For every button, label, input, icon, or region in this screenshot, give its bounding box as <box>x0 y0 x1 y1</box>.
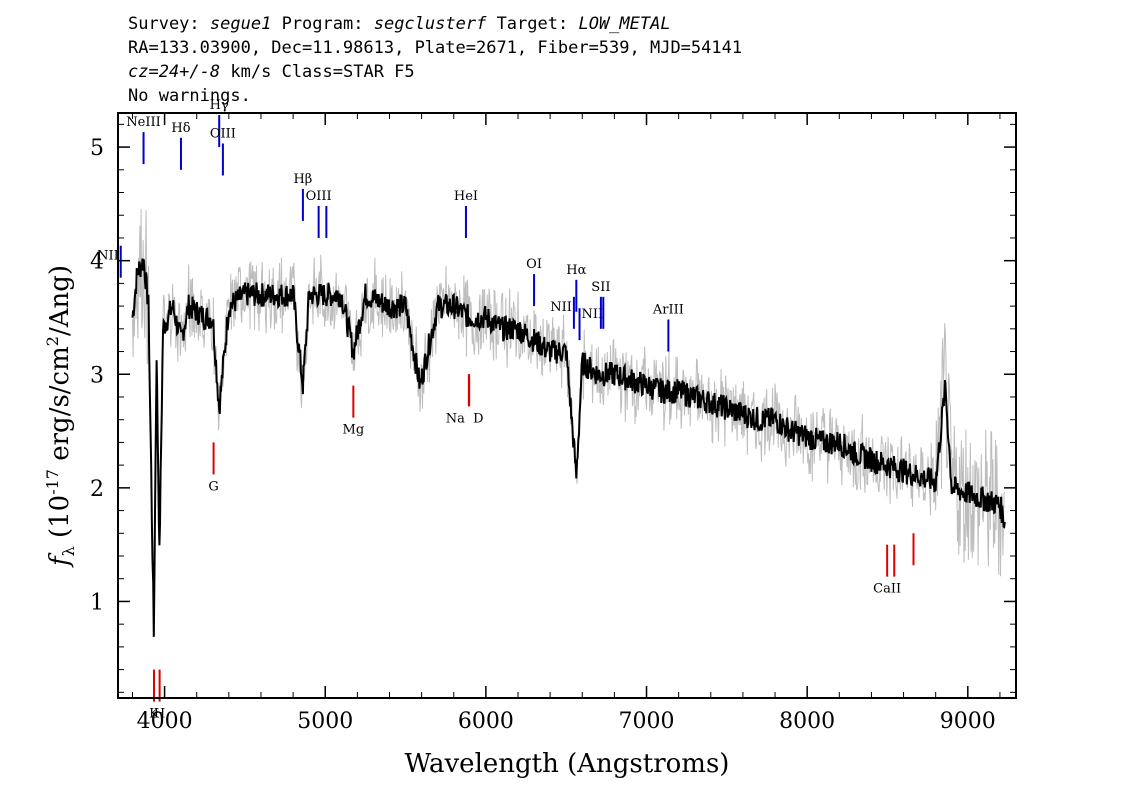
program-label: Program: <box>281 14 364 34</box>
y-tick-label: 5 <box>90 136 104 161</box>
y-tick-label: 1 <box>90 590 104 615</box>
y-tick-label: 2 <box>90 477 104 502</box>
emission-line-label: NeIII <box>126 115 160 130</box>
emission-line-label: OI <box>526 257 542 272</box>
absorption-line-label: K <box>149 707 159 722</box>
header-line-1: Survey: segue1 Program: segclusterf Targ… <box>128 14 671 34</box>
program-value: segclusterf <box>373 14 487 34</box>
spectrum-line-group <box>131 258 1006 637</box>
emission-line-label: Hα <box>566 263 586 278</box>
warnings-text: No warnings. <box>128 86 251 106</box>
x-tick-label: 6000 <box>458 709 514 734</box>
emission-line-label: HeI <box>454 189 478 204</box>
absorption-line-label: H <box>154 707 165 722</box>
y-axis-title: fλ (10-17 erg/s/cm2/Ang) <box>43 265 78 568</box>
emission-line-label: Hβ <box>293 172 312 187</box>
x-tick-label: 7000 <box>619 709 675 734</box>
plot-frame <box>117 112 1017 699</box>
header-line-4: No warnings. <box>128 86 251 106</box>
axis-ticks: 4000 5000 6000 7000 8000 9000 1 2 3 4 5 <box>90 113 1016 734</box>
coords-text: RA=133.03900, Dec=11.98613, Plate=2671, … <box>128 38 743 58</box>
survey-value: segue1 <box>209 14 272 34</box>
y-tick-label: 4 <box>90 250 104 275</box>
emission-line-label: OIII <box>210 126 236 141</box>
x-tick-label: 5000 <box>297 709 353 734</box>
emission-line-label: NII <box>582 307 604 322</box>
emission-line-label: SII <box>591 280 610 295</box>
absorption-line-label: D <box>473 411 483 426</box>
emission-line-label: NII <box>550 300 572 315</box>
y-tick-label: 3 <box>90 363 104 388</box>
x-tick-label: 4000 <box>137 709 193 734</box>
cz-value: cz=24+/-8 <box>128 62 221 82</box>
x-tick-label: 9000 <box>940 709 996 734</box>
absorption-line-label: Mg <box>343 423 365 438</box>
header-line-2: RA=133.03900, Dec=11.98613, Plate=2671, … <box>128 38 742 58</box>
x-axis-title: Wavelength (Angstroms) <box>405 749 730 779</box>
target-label: Target: <box>496 14 569 34</box>
emission-line-label: Hγ <box>210 98 229 113</box>
cz-unit: km/s <box>230 62 272 82</box>
flux-series <box>131 258 1006 637</box>
survey-label: Survey: <box>128 14 200 34</box>
emission-line-label: NII <box>97 249 119 264</box>
absorption-line-label: Na <box>446 411 465 426</box>
emission-line-label: ArIII <box>652 303 684 318</box>
class-text: Class=STAR F5 <box>281 62 415 82</box>
x-tick-label: 8000 <box>779 709 835 734</box>
header-line-3: cz=24+/-8 km/s Class=STAR F5 <box>128 62 415 82</box>
emission-line-label: OIII <box>306 189 332 204</box>
absorption-line-label: G <box>208 479 218 494</box>
spectral-line-markers: NII NeIII Hδ Hγ OIII Hβ OIII HeI OI NII Hα NII SII Ar… <box>97 98 915 722</box>
emission-line-label: Hδ <box>171 121 190 136</box>
target-value: LOW_METAL <box>578 14 671 34</box>
absorption-line-label: CaII <box>873 582 901 597</box>
